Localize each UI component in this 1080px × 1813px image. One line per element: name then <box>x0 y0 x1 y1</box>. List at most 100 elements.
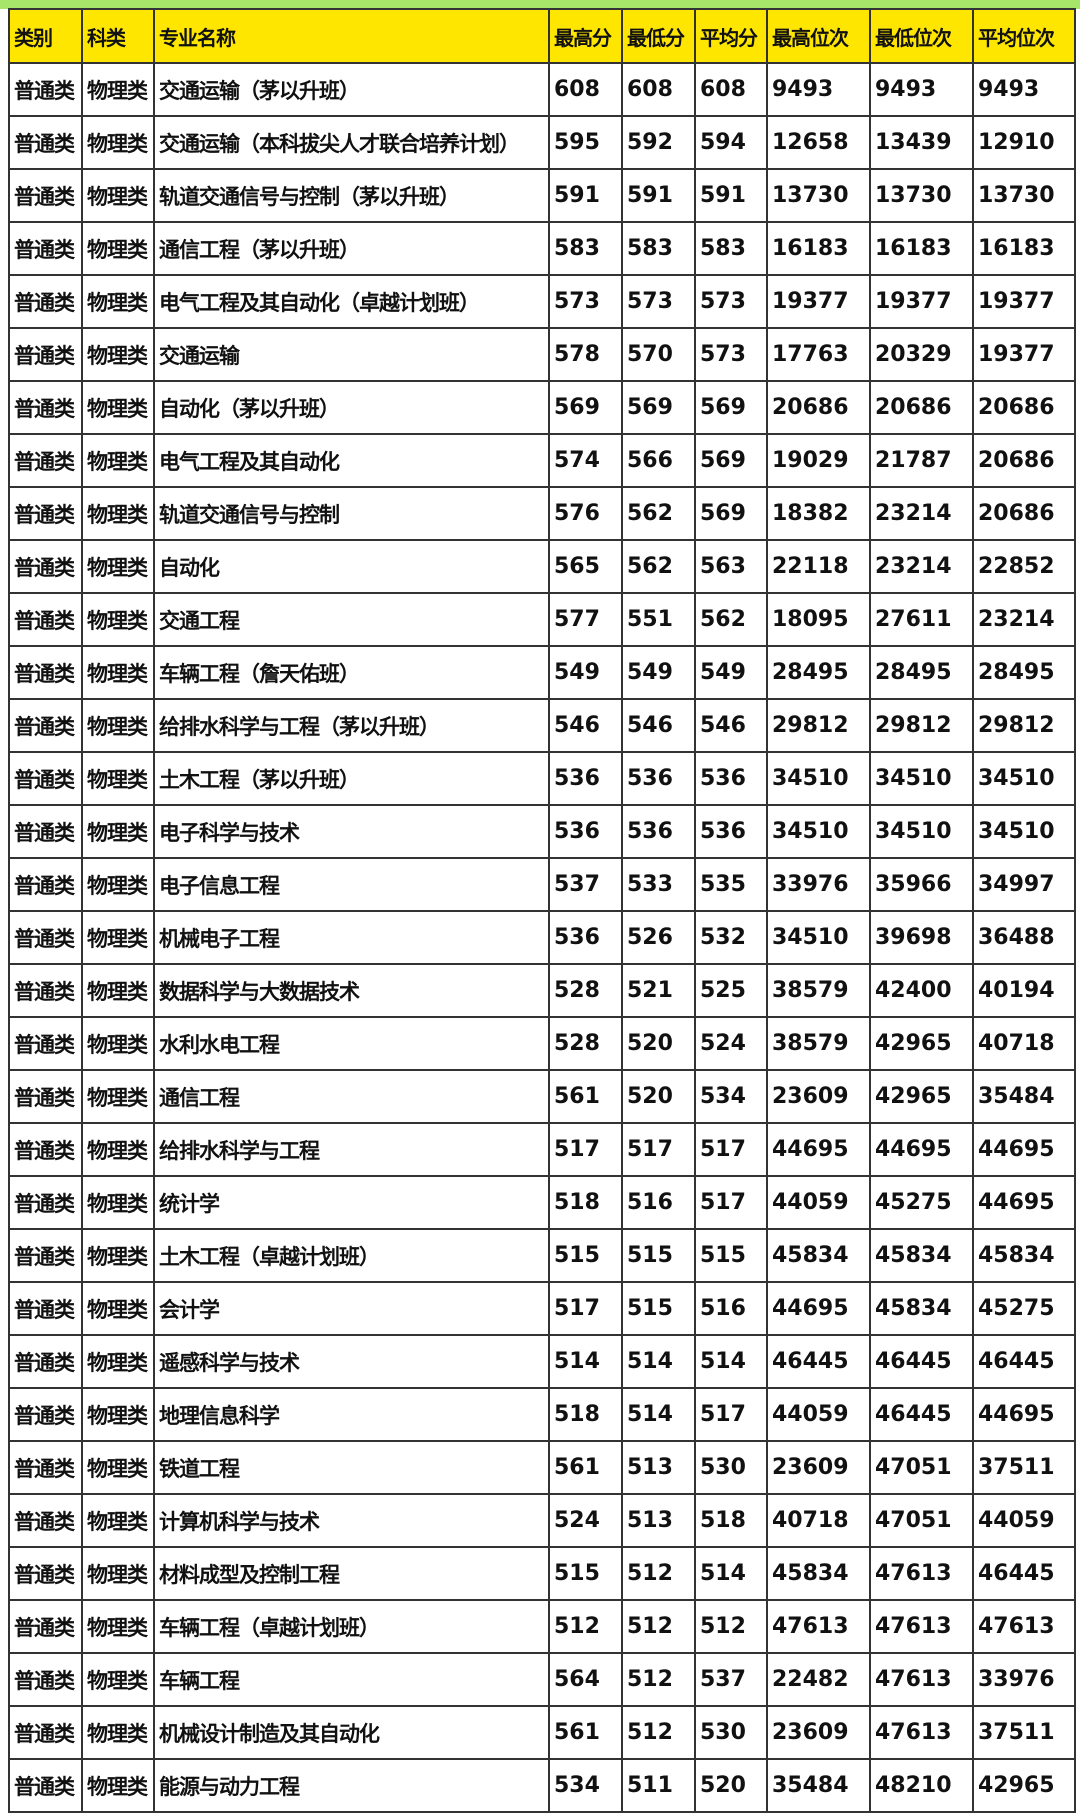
cell-category: 普通类 <box>8 1652 83 1707</box>
cell-max-rank: 33976 <box>766 857 871 912</box>
cell-category: 普通类 <box>8 486 83 541</box>
cell-avg-score: 569 <box>694 380 768 435</box>
cell-min-score: 512 <box>621 1599 696 1654</box>
cell-major-name: 机械电子工程 <box>153 910 550 965</box>
cell-subject-type: 物理类 <box>81 910 155 965</box>
cell-category: 普通类 <box>8 1016 83 1071</box>
cell-min-rank: 19377 <box>869 274 974 329</box>
table-row: 普通类 物理类 铁道工程 561 513 530 23609 47051 37511 <box>8 1440 1076 1495</box>
table-row: 普通类 物理类 通信工程（茅以升班） 583 583 583 16183 16183 16183 <box>8 221 1076 276</box>
cell-category: 普通类 <box>8 1175 83 1230</box>
cell-min-score: 520 <box>621 1016 696 1071</box>
cell-min-score: 511 <box>621 1758 696 1813</box>
cell-min-score: 536 <box>621 804 696 859</box>
cell-subject-type: 物理类 <box>81 433 155 488</box>
cell-min-rank: 47613 <box>869 1652 974 1707</box>
table-row: 普通类 物理类 车辆工程（卓越计划班） 512 512 512 47613 47613 4761… <box>8 1599 1076 1654</box>
cell-subject-type: 物理类 <box>81 645 155 700</box>
cell-min-rank: 21787 <box>869 433 974 488</box>
cell-avg-score: 520 <box>694 1758 768 1813</box>
cell-major-name: 铁道工程 <box>153 1440 550 1495</box>
cell-min-rank: 9493 <box>869 62 974 117</box>
cell-avg-rank: 20686 <box>972 380 1076 435</box>
cell-min-score: 533 <box>621 857 696 912</box>
cell-max-score: 561 <box>548 1069 623 1124</box>
table-row: 普通类 物理类 电子科学与技术 536 536 536 34510 34510 34510 <box>8 804 1076 859</box>
cell-avg-rank: 44059 <box>972 1493 1076 1548</box>
cell-major-name: 车辆工程（詹天佑班） <box>153 645 550 700</box>
cell-avg-rank: 45275 <box>972 1281 1076 1336</box>
cell-category: 普通类 <box>8 539 83 594</box>
cell-max-rank: 38579 <box>766 963 871 1018</box>
cell-avg-score: 594 <box>694 115 768 170</box>
table-row: 普通类 物理类 交通运输 578 570 573 17763 20329 19377 <box>8 327 1076 382</box>
cell-avg-rank: 46445 <box>972 1546 1076 1601</box>
cell-min-score: 592 <box>621 115 696 170</box>
cell-min-rank: 42400 <box>869 963 974 1018</box>
cell-subject-type: 物理类 <box>81 1546 155 1601</box>
cell-avg-rank: 37511 <box>972 1705 1076 1760</box>
cell-avg-rank: 16183 <box>972 221 1076 276</box>
table-row: 普通类 物理类 地理信息科学 518 514 517 44059 46445 44695 <box>8 1387 1076 1442</box>
admission-score-table: 类别 科类 专业名称 最高分 最低分 平均分 最高位次 最低位次 平均位次 普通类 物理类 交通运输… <box>8 8 1076 1813</box>
cell-max-rank: 23609 <box>766 1069 871 1124</box>
cell-avg-rank: 44695 <box>972 1387 1076 1442</box>
cell-min-rank: 16183 <box>869 221 974 276</box>
cell-major-name: 地理信息科学 <box>153 1387 550 1442</box>
cell-max-rank: 46445 <box>766 1334 871 1389</box>
cell-min-rank: 13439 <box>869 115 974 170</box>
cell-avg-score: 535 <box>694 857 768 912</box>
cell-min-score: 512 <box>621 1546 696 1601</box>
cell-min-score: 570 <box>621 327 696 382</box>
cell-min-rank: 42965 <box>869 1069 974 1124</box>
cell-category: 普通类 <box>8 1705 83 1760</box>
cell-max-rank: 12658 <box>766 115 871 170</box>
cell-category: 普通类 <box>8 1387 83 1442</box>
cell-max-rank: 38579 <box>766 1016 871 1071</box>
cell-avg-rank: 20686 <box>972 433 1076 488</box>
cell-min-score: 515 <box>621 1228 696 1283</box>
cell-min-rank: 28495 <box>869 645 974 700</box>
cell-max-rank: 18382 <box>766 486 871 541</box>
cell-category: 普通类 <box>8 380 83 435</box>
cell-avg-score: 525 <box>694 963 768 1018</box>
cell-category: 普通类 <box>8 168 83 223</box>
cell-avg-score: 563 <box>694 539 768 594</box>
cell-subject-type: 物理类 <box>81 1652 155 1707</box>
cell-min-rank: 45275 <box>869 1175 974 1230</box>
table-row: 普通类 物理类 计算机科学与技术 524 513 518 40718 47051 44059 <box>8 1493 1076 1548</box>
table-row: 普通类 物理类 能源与动力工程 534 511 520 35484 48210 42965 <box>8 1758 1076 1813</box>
cell-avg-score: 530 <box>694 1440 768 1495</box>
cell-min-score: 562 <box>621 486 696 541</box>
table-row: 普通类 物理类 机械设计制造及其自动化 561 512 530 23609 47613 3751… <box>8 1705 1076 1760</box>
cell-major-name: 给排水科学与工程（茅以升班） <box>153 698 550 753</box>
table-row: 普通类 物理类 车辆工程（詹天佑班） 549 549 549 28495 28495 28495 <box>8 645 1076 700</box>
cell-max-score: 534 <box>548 1758 623 1813</box>
cell-subject-type: 物理类 <box>81 963 155 1018</box>
cell-major-name: 轨道交通信号与控制（茅以升班） <box>153 168 550 223</box>
cell-max-score: 583 <box>548 221 623 276</box>
header-max-rank: 最高位次 <box>766 8 871 64</box>
cell-category: 普通类 <box>8 221 83 276</box>
cell-major-name: 遥感科学与技术 <box>153 1334 550 1389</box>
cell-min-score: 513 <box>621 1440 696 1495</box>
cell-avg-rank: 19377 <box>972 274 1076 329</box>
cell-max-score: 512 <box>548 1599 623 1654</box>
cell-max-rank: 45834 <box>766 1546 871 1601</box>
cell-avg-score: 537 <box>694 1652 768 1707</box>
table-row: 普通类 物理类 自动化 565 562 563 22118 23214 22852 <box>8 539 1076 594</box>
cell-major-name: 电子科学与技术 <box>153 804 550 859</box>
cell-major-name: 能源与动力工程 <box>153 1758 550 1813</box>
cell-min-rank: 34510 <box>869 804 974 859</box>
cell-avg-rank: 36488 <box>972 910 1076 965</box>
cell-category: 普通类 <box>8 751 83 806</box>
cell-avg-score: 562 <box>694 592 768 647</box>
cell-category: 普通类 <box>8 1440 83 1495</box>
cell-max-score: 577 <box>548 592 623 647</box>
cell-category: 普通类 <box>8 804 83 859</box>
table-row: 普通类 物理类 给排水科学与工程（茅以升班） 546 546 546 29812 29812 2… <box>8 698 1076 753</box>
table-row: 普通类 物理类 材料成型及控制工程 515 512 514 45834 47613 46445 <box>8 1546 1076 1601</box>
cell-min-rank: 20686 <box>869 380 974 435</box>
cell-avg-rank: 42965 <box>972 1758 1076 1813</box>
cell-avg-score: 516 <box>694 1281 768 1336</box>
